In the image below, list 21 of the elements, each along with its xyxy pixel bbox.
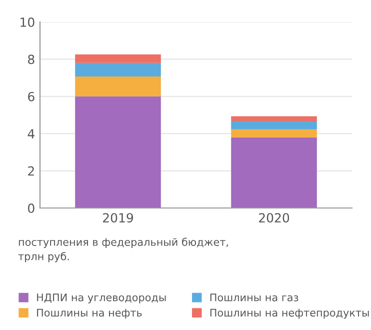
y-tick-label: 2 xyxy=(28,166,34,176)
y-tick-label: 0 xyxy=(28,203,34,213)
y-tick-label: 6 xyxy=(28,92,34,102)
legend-label: НДПИ на углеводороды xyxy=(37,294,166,304)
bar xyxy=(231,120,317,130)
bar xyxy=(75,54,161,63)
bar xyxy=(75,62,161,76)
bar xyxy=(75,76,161,96)
legend-label: Пошлины на нефть xyxy=(37,308,142,319)
bar xyxy=(231,129,317,138)
y-tick-label: 10 xyxy=(20,17,34,27)
x-tick-label: 2020 xyxy=(259,213,290,223)
x-tick-label: 2019 xyxy=(103,213,134,223)
y-tick-label: 4 xyxy=(28,129,34,138)
bar xyxy=(231,137,317,208)
legend-label: Пошлины на нефтепродукты xyxy=(210,308,369,319)
y-tick-label: 8 xyxy=(28,54,34,64)
legend-label: Пошлины на газ xyxy=(210,294,298,302)
bar xyxy=(231,116,317,121)
text: поступления в федеральный бюджет, трлн руб. xyxy=(18,238,228,262)
bar xyxy=(75,96,161,208)
